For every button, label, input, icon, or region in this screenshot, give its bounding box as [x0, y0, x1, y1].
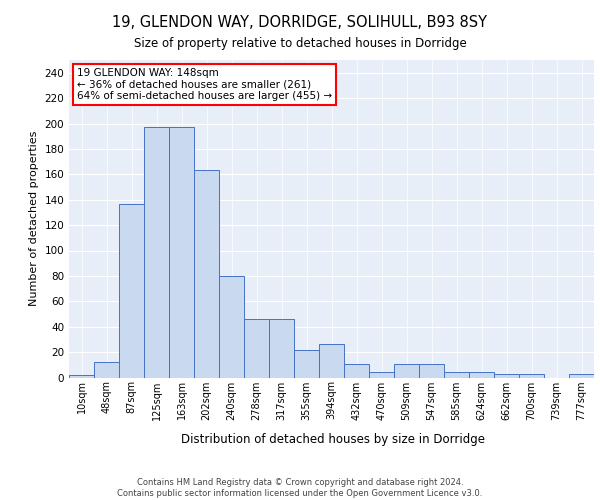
Bar [269, 319, 294, 378]
Bar [394, 364, 419, 378]
Text: Distribution of detached houses by size in Dorridge: Distribution of detached houses by size … [181, 432, 485, 446]
Bar [369, 372, 394, 378]
Bar [344, 364, 369, 378]
Bar [144, 128, 169, 378]
Y-axis label: Number of detached properties: Number of detached properties [29, 131, 39, 306]
Bar [194, 170, 219, 378]
Bar [69, 375, 94, 378]
Bar [419, 364, 444, 378]
Text: Size of property relative to detached houses in Dorridge: Size of property relative to detached ho… [134, 38, 466, 51]
Bar [94, 362, 119, 378]
Bar [494, 374, 519, 378]
Bar [319, 344, 344, 378]
Bar [569, 374, 594, 378]
Bar [294, 350, 319, 378]
Bar [519, 374, 544, 378]
Bar [244, 319, 269, 378]
Text: 19, GLENDON WAY, DORRIDGE, SOLIHULL, B93 8SY: 19, GLENDON WAY, DORRIDGE, SOLIHULL, B93… [113, 15, 487, 30]
Bar [219, 276, 244, 378]
Bar [169, 128, 194, 378]
Bar [119, 204, 144, 378]
Text: Contains HM Land Registry data © Crown copyright and database right 2024.
Contai: Contains HM Land Registry data © Crown c… [118, 478, 482, 498]
Bar [444, 372, 469, 378]
Text: 19 GLENDON WAY: 148sqm
← 36% of detached houses are smaller (261)
64% of semi-de: 19 GLENDON WAY: 148sqm ← 36% of detached… [77, 68, 332, 101]
Bar [469, 372, 494, 378]
